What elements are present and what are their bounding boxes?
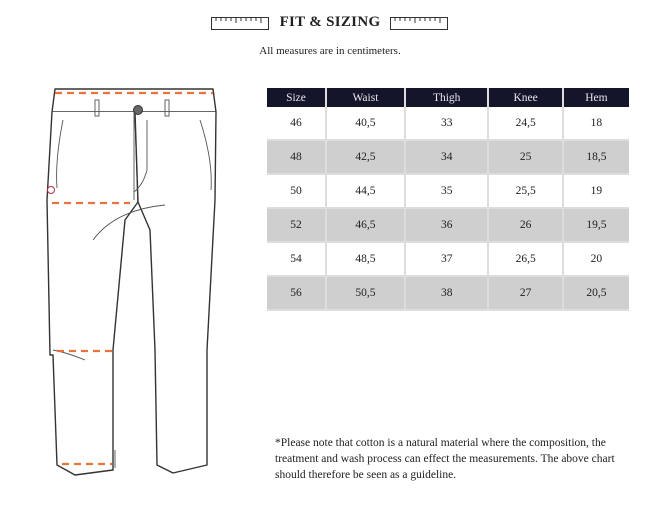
table-row: 52 46,5 36 26 19,5 — [267, 208, 629, 243]
table-row: 46 40,5 33 24,5 18 — [267, 107, 629, 141]
cell-waist: 48,5 — [325, 242, 406, 277]
column-header-knee: Knee — [488, 88, 564, 107]
column-header-waist: Waist — [325, 88, 406, 107]
cell-size: 56 — [267, 276, 327, 311]
ruler-icon — [211, 17, 269, 30]
page-title: FIT & SIZING — [279, 14, 381, 30]
note-line: should therefore be seen as a guideline. — [275, 469, 457, 481]
disclaimer-note: *Please note that cotton is a natural ma… — [275, 435, 615, 483]
cell-knee: 25 — [488, 140, 564, 175]
cell-thigh: 38 — [404, 276, 490, 311]
cell-knee: 26 — [488, 208, 564, 243]
column-header-size: Size — [267, 88, 327, 107]
note-line: treatment and wash process can effect th… — [275, 453, 615, 465]
table-row: 56 50,5 38 27 20,5 — [267, 276, 629, 311]
cell-thigh: 34 — [404, 140, 490, 175]
cell-knee: 24,5 — [488, 107, 564, 141]
column-header-hem: Hem — [562, 88, 629, 107]
cell-waist: 46,5 — [325, 208, 406, 243]
note-line: *Please note that cotton is a natural ma… — [275, 437, 606, 449]
cell-knee: 25,5 — [488, 174, 564, 209]
table-header-row: Size Waist Thigh Knee Hem — [267, 88, 629, 107]
cell-thigh: 33 — [404, 107, 490, 141]
cell-thigh: 37 — [404, 242, 490, 277]
cell-waist: 50,5 — [325, 276, 406, 311]
column-header-thigh: Thigh — [404, 88, 490, 107]
cell-thigh: 36 — [404, 208, 490, 243]
cell-size: 46 — [267, 107, 327, 141]
cell-thigh: 35 — [404, 174, 490, 209]
ruler-icon — [390, 17, 448, 30]
cell-size: 52 — [267, 208, 327, 243]
cell-waist: 44,5 — [325, 174, 406, 209]
table-row: 50 44,5 35 25,5 19 — [267, 174, 629, 209]
cell-knee: 26,5 — [488, 242, 564, 277]
cell-size: 48 — [267, 140, 327, 175]
cell-waist: 42,5 — [325, 140, 406, 175]
cell-size: 54 — [267, 242, 327, 277]
cell-size: 50 — [267, 174, 327, 209]
cell-waist: 40,5 — [325, 107, 406, 141]
cell-knee: 27 — [488, 276, 564, 311]
cell-hem: 20,5 — [562, 276, 629, 311]
cell-hem: 19,5 — [562, 208, 629, 243]
measure-lines — [52, 91, 213, 466]
table-row: 48 42,5 34 25 18,5 — [267, 140, 629, 175]
units-subtitle: All measures are in centimeters. — [259, 45, 401, 57]
size-table: Size Waist Thigh Knee Hem 46 40,5 33 24,5 18… — [267, 88, 629, 311]
trousers-illustration — [46, 88, 217, 476]
cell-hem: 18,5 — [562, 140, 629, 175]
cell-hem: 18 — [562, 107, 629, 141]
table-row: 54 48,5 37 26,5 20 — [267, 242, 629, 277]
cell-hem: 19 — [562, 174, 629, 209]
cell-hem: 20 — [562, 242, 629, 277]
